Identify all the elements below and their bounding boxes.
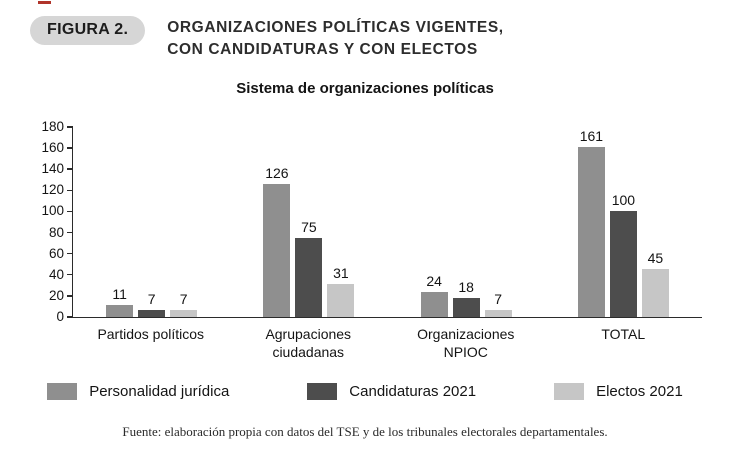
bar-group: 24 18 7: [388, 127, 545, 317]
x-axis-category-label: TOTAL: [601, 325, 646, 342]
legend-item: Candidaturas 2021: [307, 383, 477, 401]
bar-value-label: 100: [611, 192, 636, 209]
source-note: Fuente: elaboración propia con datos del…: [122, 424, 608, 440]
plot-wrap: 11 7 7 126 75 31 24 18 7 161 100 45 Partidos políti…: [67, 126, 702, 361]
y-tick-mark: [67, 147, 73, 149]
legend-swatch: [47, 383, 78, 401]
y-tick-label: 40: [48, 266, 64, 282]
legend: Personalidad jurídica Candidaturas 2021 El…: [0, 383, 730, 401]
figure-title-line1: ORGANIZACIONES POLÍTICAS VIGENTES,: [167, 19, 504, 36]
bar-value-label: 7: [494, 290, 503, 307]
bar-value-label: 7: [179, 290, 188, 307]
bar-value-label: 18: [458, 278, 474, 295]
bar-value-label: 161: [579, 128, 604, 144]
y-tick-mark: [67, 189, 73, 192]
bar-group: 11 7 7: [73, 127, 230, 317]
x-axis-category-label: Organizaciones NPIOC: [417, 325, 515, 361]
y-tick-label: 60: [48, 245, 64, 261]
bar-value-label: 11: [112, 286, 127, 303]
y-tick-label: 20: [48, 287, 64, 303]
figure-header: FIGURA 2. ORGANIZACIONES POLÍTICAS VIGEN…: [30, 16, 730, 62]
bar: 75: [295, 219, 323, 317]
y-tick-label: 180: [41, 118, 64, 134]
bar: 7: [484, 291, 512, 317]
figure-badge: FIGURA 2.: [30, 16, 146, 45]
crop-mark: [38, 1, 51, 4]
bar: 100: [609, 192, 637, 317]
y-tick-label: 140: [41, 161, 64, 177]
chart-title: Sistema de organizaciones políticas: [236, 79, 494, 97]
legend-label: Electos 2021: [596, 383, 683, 401]
bar-chart: 0 20 40 60 80 100 120 140 160 180 11 7 7 126 75 31 24 18…: [26, 119, 702, 361]
bar-value-label: 24: [426, 272, 442, 289]
bar: 31: [327, 265, 355, 317]
bar-value-label: 31: [333, 265, 349, 282]
legend-label: Personalidad jurídica: [89, 383, 230, 401]
bar-group: 126 75 31: [230, 127, 387, 317]
figure-title-line2: CON CANDIDATURAS Y CON ELECTOS: [167, 41, 478, 59]
bar-group: 161 100 45: [545, 127, 702, 317]
bar: 7: [170, 291, 198, 317]
bar: 24: [420, 273, 448, 317]
y-tick-mark: [67, 210, 73, 213]
y-tick-label: 120: [41, 182, 64, 198]
bar-value-label: 45: [647, 250, 664, 267]
figure-title: ORGANIZACIONES POLÍTICAS VIGENTES, CON C…: [167, 17, 503, 62]
y-tick-mark: [67, 231, 73, 234]
bar-value-label: 7: [147, 290, 156, 307]
bar-value-label: 75: [301, 218, 317, 235]
bar: 161: [577, 128, 605, 317]
bar: 11: [106, 286, 134, 317]
legend-item: Electos 2021: [554, 383, 683, 401]
x-axis-labels: Partidos políticos Agrupaciones ciudadana…: [72, 325, 702, 361]
y-tick-mark: [67, 316, 73, 318]
bar: 45: [641, 250, 669, 317]
y-tick-mark: [67, 126, 73, 128]
y-tick-mark: [67, 168, 73, 170]
plot-area: 11 7 7 126 75 31 24 18 7 161 100 45: [67, 126, 702, 318]
y-tick-mark: [67, 273, 73, 276]
y-tick-label: 0: [56, 308, 64, 324]
legend-label: Candidaturas 2021: [349, 383, 477, 401]
y-tick-mark: [67, 295, 73, 297]
y-tick-label: 100: [41, 203, 64, 219]
bar: 126: [263, 165, 291, 317]
x-axis-category-label: Partidos políticos: [97, 325, 205, 342]
legend-swatch: [554, 383, 585, 401]
x-axis-category-label: Agrupaciones ciudadanas: [265, 325, 352, 361]
legend-item: Personalidad jurídica: [47, 383, 230, 401]
legend-swatch: [307, 383, 338, 401]
bar: 7: [138, 291, 166, 317]
bar: 18: [452, 279, 480, 317]
y-axis: 0 20 40 60 80 100 120 140 160 180: [26, 119, 72, 323]
y-tick-label: 160: [41, 140, 64, 156]
y-tick-label: 80: [48, 224, 64, 240]
y-tick-mark: [67, 252, 73, 255]
bar-value-label: 126: [265, 164, 289, 181]
